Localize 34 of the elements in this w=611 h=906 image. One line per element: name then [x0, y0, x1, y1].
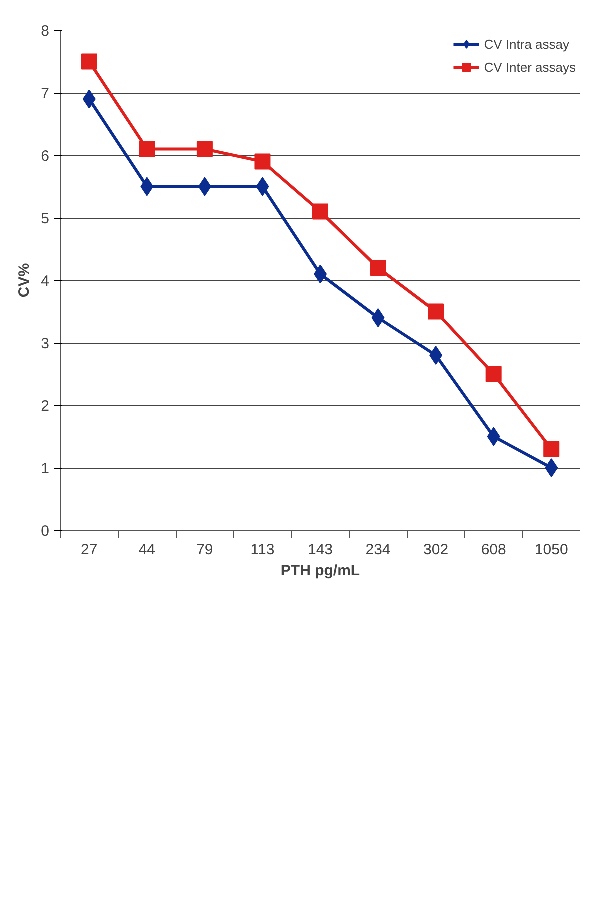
- point: [430, 346, 443, 365]
- y-axis-title: CV%: [16, 263, 34, 298]
- point: [428, 304, 444, 320]
- legend-label: CV Inter assays: [484, 60, 576, 74]
- y-tick-label: 0: [41, 523, 50, 540]
- x-tick-label: 27: [81, 542, 98, 558]
- x-tick-label: 44: [138, 542, 156, 558]
- point: [486, 366, 502, 382]
- y-tick-label: 7: [41, 86, 50, 102]
- y-tick-label: 3: [41, 336, 50, 352]
- x-tick-label: 1050: [534, 542, 568, 558]
- point: [370, 260, 386, 276]
- x-tick-label: 234: [366, 542, 391, 558]
- x-tick-label: 608: [481, 542, 506, 558]
- point: [545, 458, 558, 478]
- point: [196, 141, 213, 158]
- x-axis-title: PTH pg/mL: [280, 562, 360, 580]
- point: [254, 154, 271, 170]
- point: [81, 54, 98, 70]
- y-tick-label: 5: [41, 210, 50, 228]
- point: [372, 308, 385, 328]
- y-tick-label: 4: [41, 273, 50, 290]
- y-tick-label: 6: [41, 148, 50, 165]
- y-tick-label: 2: [41, 398, 50, 415]
- point: [544, 441, 560, 458]
- x-tick-label: 143: [308, 542, 334, 558]
- point: [139, 141, 156, 158]
- x-tick-label: 113: [250, 542, 275, 558]
- point: [312, 204, 328, 220]
- x-tick-label: 79: [196, 542, 214, 558]
- x-tick-label: 302: [424, 542, 449, 558]
- y-tick-label: 1: [41, 460, 50, 478]
- legend-label: CV Intra assay: [484, 36, 570, 52]
- y-tick-label: 8: [41, 23, 50, 40]
